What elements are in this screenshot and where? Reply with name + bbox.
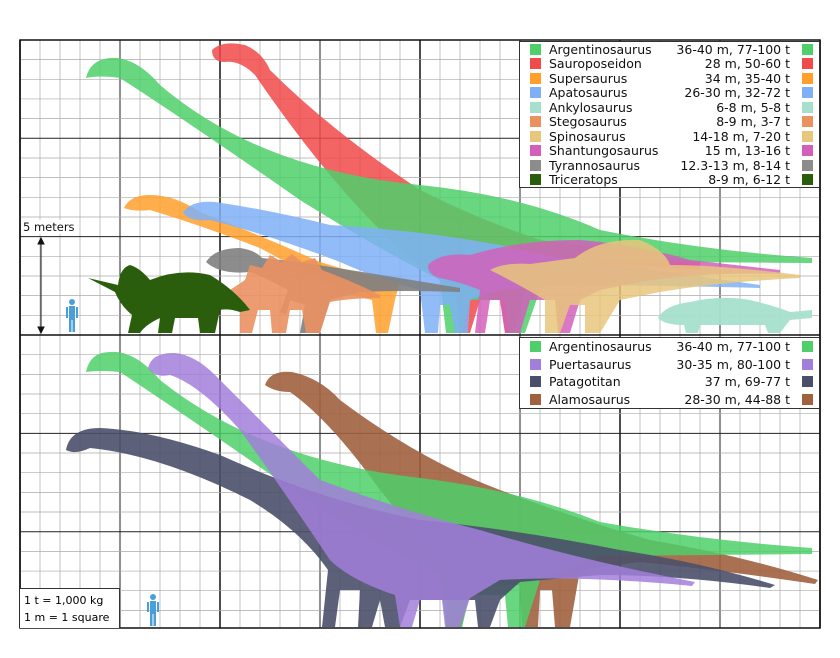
color-swatch xyxy=(802,43,813,55)
puertasaurus-silhouette xyxy=(148,352,695,627)
spinosaurus-silhouette xyxy=(490,239,800,333)
legend-item: Patagotitan 37 m, 69-77 t xyxy=(520,373,819,391)
color-swatch xyxy=(802,58,813,70)
scale-arrow xyxy=(37,236,45,335)
supersaurus-silhouette xyxy=(124,195,400,333)
color-swatch xyxy=(802,376,813,388)
species-name: Triceratops xyxy=(549,172,618,188)
color-swatch xyxy=(802,393,813,405)
species-name: Shantungosaurus xyxy=(549,143,659,159)
species-stats: 26-30 m, 32-72 t xyxy=(684,85,790,101)
legend-item: Puertasaurus 30-35 m, 80-100 t xyxy=(520,356,819,374)
legend-item: Tyrannosaurus 12.3-13 m, 8-14 t xyxy=(520,158,819,173)
color-swatch xyxy=(802,116,813,128)
color-swatch xyxy=(802,145,813,157)
color-swatch xyxy=(802,101,813,113)
species-stats: 8-9 m, 6-12 t xyxy=(708,172,790,188)
species-stats: 8-9 m, 3-7 t xyxy=(716,114,790,130)
color-swatch xyxy=(802,87,813,99)
legend-item: Stegosaurus 8-9 m, 3-7 t xyxy=(520,114,819,130)
color-swatch xyxy=(530,58,541,70)
color-swatch xyxy=(802,72,813,84)
legend-bottom: Argentinosaurus 36-40 m, 77-100 t Puertasa… xyxy=(519,337,820,409)
species-stats: 34 m, 35-40 t xyxy=(704,70,790,86)
species-name: Ankylosaurus xyxy=(549,99,633,115)
species-name: Alamosaurus xyxy=(549,391,631,407)
legend-item: Alamosaurus 28-30 m, 44-88 t xyxy=(520,391,819,409)
color-swatch xyxy=(802,159,813,171)
color-swatch xyxy=(530,393,541,405)
panel-frame xyxy=(19,39,821,629)
legend-item: Sauroposeidon 28 m, 50-60 t xyxy=(520,56,819,72)
legend-item: Argentinosaurus 36-40 m, 77-100 t xyxy=(520,42,819,57)
triceratops-silhouette xyxy=(88,265,250,333)
color-swatch xyxy=(530,341,541,353)
argentinosaurus-silhouette xyxy=(86,57,812,333)
species-name: Argentinosaurus xyxy=(549,339,652,355)
color-swatch xyxy=(530,43,541,55)
color-swatch xyxy=(530,159,541,171)
species-stats: 37 m, 69-77 t xyxy=(704,374,790,390)
color-swatch xyxy=(530,130,541,142)
stegosaurus-silhouette xyxy=(206,254,380,333)
ankylosaurus-silhouette xyxy=(658,297,812,333)
species-stats: 15 m, 13-16 t xyxy=(704,143,790,159)
color-swatch xyxy=(802,341,813,353)
species-name: Tyrannosaurus xyxy=(549,157,641,173)
species-name: Supersaurus xyxy=(549,70,628,86)
color-swatch xyxy=(802,130,813,142)
color-swatch xyxy=(530,101,541,113)
legend-item: Triceratops 8-9 m, 6-12 t xyxy=(520,172,819,188)
legend-item: Shantungosaurus 15 m, 13-16 t xyxy=(520,143,819,159)
argentinosaurus-bottom-silhouette xyxy=(86,351,812,627)
human-figure-bottom xyxy=(147,594,159,626)
species-name: Sauroposeidon xyxy=(549,56,642,72)
legend-item: Spinosaurus 14-18 m, 7-20 t xyxy=(520,129,819,144)
species-stats: 6-8 m, 5-8 t xyxy=(716,99,790,115)
scale-note-box: 1 t = 1,000 kg 1 m = 1 square xyxy=(20,588,120,628)
legend-item: Supersaurus 34 m, 35-40 t xyxy=(520,71,819,86)
species-stats: 12.3-13 m, 8-14 t xyxy=(680,157,790,173)
species-name: Argentinosaurus xyxy=(549,41,652,57)
ton-note: 1 t = 1,000 kg xyxy=(24,594,104,607)
species-name: Puertasaurus xyxy=(549,356,632,372)
bottom-panel-silhouettes xyxy=(66,351,818,627)
color-swatch xyxy=(802,358,813,370)
legend-item: Argentinosaurus 36-40 m, 77-100 t xyxy=(520,338,819,356)
color-swatch xyxy=(530,376,541,388)
color-swatch xyxy=(530,72,541,84)
legend-item: Ankylosaurus 6-8 m, 5-8 t xyxy=(520,100,819,115)
square-note: 1 m = 1 square xyxy=(24,611,110,624)
species-name: Apatosaurus xyxy=(549,85,628,101)
human-figure-top xyxy=(66,299,78,332)
legend-top: Argentinosaurus 36-40 m, 77-100 t Sauropos… xyxy=(519,41,820,188)
legend-item: Apatosaurus 26-30 m, 32-72 t xyxy=(520,85,819,101)
species-stats: 14-18 m, 7-20 t xyxy=(692,128,790,144)
color-swatch xyxy=(802,174,813,186)
color-swatch xyxy=(530,174,541,186)
species-stats: 30-35 m, 80-100 t xyxy=(676,356,790,372)
scale-label: 5 meters xyxy=(23,220,75,234)
color-swatch xyxy=(530,87,541,99)
top-panel-silhouettes xyxy=(37,43,812,335)
species-name: Spinosaurus xyxy=(549,128,626,144)
species-stats: 28-30 m, 44-88 t xyxy=(684,391,790,407)
species-stats: 36-40 m, 77-100 t xyxy=(676,339,790,355)
color-swatch xyxy=(530,358,541,370)
species-name: Patagotitan xyxy=(549,374,621,390)
species-stats: 36-40 m, 77-100 t xyxy=(676,41,790,57)
color-swatch xyxy=(530,145,541,157)
species-stats: 28 m, 50-60 t xyxy=(704,56,790,72)
species-name: Stegosaurus xyxy=(549,114,627,130)
color-swatch xyxy=(530,116,541,128)
